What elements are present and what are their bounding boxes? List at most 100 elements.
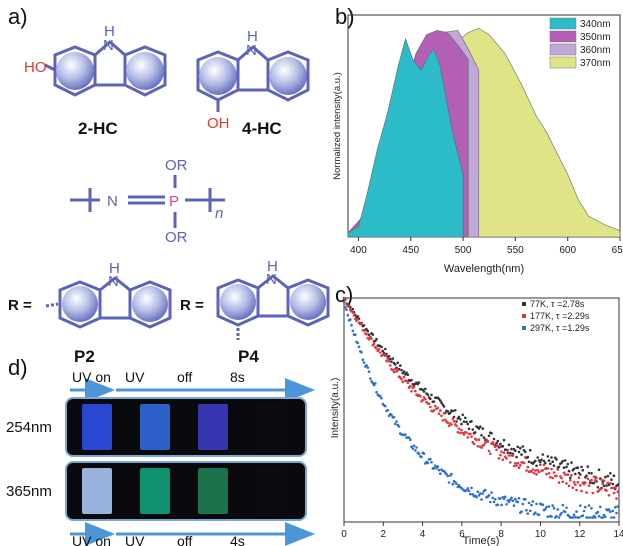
decay-point-s2-0	[342, 300, 346, 304]
decay-point-s2-217	[614, 505, 617, 509]
decay-point-s2-11	[356, 341, 360, 345]
c-legend-marker-1	[522, 314, 526, 318]
decay-point-s1-132	[507, 454, 511, 457]
decay-point-s1-37	[389, 364, 392, 367]
decay-point-s0-191	[581, 468, 585, 472]
decay-point-s0-72	[432, 400, 436, 403]
label-p4: P4	[238, 347, 259, 366]
decay-point-s1-136	[512, 464, 516, 468]
decay-point-s1-216	[612, 491, 616, 495]
decay-point-s1-196	[587, 484, 591, 487]
b-legend-label-0: 340nm	[580, 19, 611, 30]
decay-point-s2-19	[366, 366, 370, 369]
decay-point-s2-25	[374, 382, 377, 385]
decay-point-s0-215	[611, 482, 615, 486]
decay-point-s2-69	[429, 457, 432, 461]
decay-point-s1-63	[421, 398, 425, 402]
decay-point-s1-161	[544, 467, 547, 470]
decay-point-s2-58	[415, 446, 418, 449]
decay-point-s1-39	[391, 368, 395, 372]
decay-point-s2-18	[365, 364, 368, 367]
decay-point-s1-141	[519, 464, 522, 467]
decay-point-s2-41	[394, 422, 397, 426]
decay-point-s2-14	[360, 351, 363, 354]
decay-point-s2-146	[525, 508, 528, 512]
uv-tiles	[82, 404, 286, 514]
decay-point-s2-136	[512, 504, 516, 507]
decay-point-s1-94	[460, 428, 463, 432]
decay-point-s2-40	[392, 416, 396, 419]
decay-point-s2-193	[584, 505, 587, 509]
decay-point-s1-0	[342, 296, 346, 300]
decay-point-s1-126	[500, 450, 503, 453]
decay-point-s0-141	[519, 446, 522, 450]
b-legend-label-1: 350nm	[580, 32, 611, 43]
decay-point-s1-48	[402, 375, 406, 379]
decay-point-s0-48	[402, 370, 406, 373]
decay-point-s0-210	[605, 484, 608, 487]
decay-point-s0-167	[551, 460, 554, 463]
decay-point-s0-16	[362, 324, 366, 327]
decay-point-s1-64	[422, 396, 426, 399]
decay-point-s2-20	[367, 370, 371, 373]
b-xtick-label-1: 450	[402, 245, 419, 256]
decay-point-s0-148	[527, 460, 531, 464]
decay-point-s1-69	[429, 405, 432, 409]
chart-b-ylabel: Normalized intensity(a.u.)	[332, 72, 343, 180]
decay-point-s0-170	[555, 458, 558, 461]
decay-point-s1-155	[536, 468, 539, 472]
decay-point-s0-20	[367, 333, 371, 336]
decay-point-s1-206	[600, 478, 603, 481]
decay-point-s1-98	[465, 431, 468, 434]
decay-point-s2-55	[411, 447, 415, 450]
decay-point-s0-65	[424, 387, 427, 391]
decay-point-s0-204	[597, 468, 601, 472]
decay-point-s1-188	[577, 476, 581, 479]
label-4hc: 4-HC	[242, 119, 282, 138]
decay-point-s0-112	[482, 436, 486, 439]
decay-point-s0-140	[517, 450, 521, 454]
decay-point-s2-166	[550, 515, 553, 518]
decay-point-s2-12	[357, 345, 361, 349]
decay-point-s0-158	[540, 458, 543, 462]
decay-point-s2-172	[557, 516, 561, 519]
decay-point-s0-180	[567, 469, 571, 473]
chart-b-series	[347, 27, 621, 238]
decay-point-s0-149	[528, 448, 532, 452]
decay-point-s1-36	[387, 359, 391, 363]
decay-point-s1-199	[591, 491, 595, 495]
uv-photo-panel: UV on UV off 8s UV on UV off 4s 254nm 36…	[6, 370, 315, 546]
decay-point-s2-191	[581, 514, 585, 517]
decay-point-s0-208	[602, 484, 606, 488]
decay-point-s2-177	[564, 510, 567, 514]
decay-point-s1-102	[470, 435, 473, 438]
polyphosphazene-backbone	[70, 175, 225, 228]
c-xtick-label-5: 10	[535, 529, 547, 540]
decay-point-s2-135	[511, 499, 515, 502]
decay-point-s1-81	[444, 418, 447, 422]
row-label-254: 254nm	[6, 419, 52, 436]
uv-tile-r1-c3	[256, 468, 286, 514]
decay-point-s1-68	[427, 402, 431, 405]
decay-point-s2-130	[505, 503, 508, 506]
decay-point-s2-120	[492, 500, 496, 504]
decay-point-s1-156	[537, 470, 541, 474]
decay-point-s0-69	[429, 397, 432, 400]
decay-point-s2-142	[520, 510, 523, 513]
uv-tile-r1-c1	[140, 468, 170, 514]
r-group-p2	[45, 276, 172, 329]
decay-point-s1-113	[484, 441, 487, 444]
svg-text:N: N	[103, 37, 114, 54]
decay-point-s0-23	[371, 333, 375, 336]
decay-point-s1-182	[570, 473, 573, 477]
decay-point-s2-86	[450, 472, 453, 476]
decay-point-s1-92	[457, 427, 461, 430]
decay-point-s1-130	[505, 457, 508, 460]
decay-point-s1-145	[524, 456, 527, 459]
label-2hc: 2-HC	[78, 119, 118, 138]
decay-point-s1-195	[586, 477, 590, 481]
chart-c-legend: 77K, τ =2.78s 177K, τ =2.29s 297K, τ =1.29…	[522, 299, 590, 333]
emission-spectra-chart: 400 450 500 550 600 650 Wavelength(nm) Normal…	[332, 14, 623, 275]
decay-point-s1-119	[491, 441, 495, 444]
decay-point-s1-212	[607, 494, 611, 497]
